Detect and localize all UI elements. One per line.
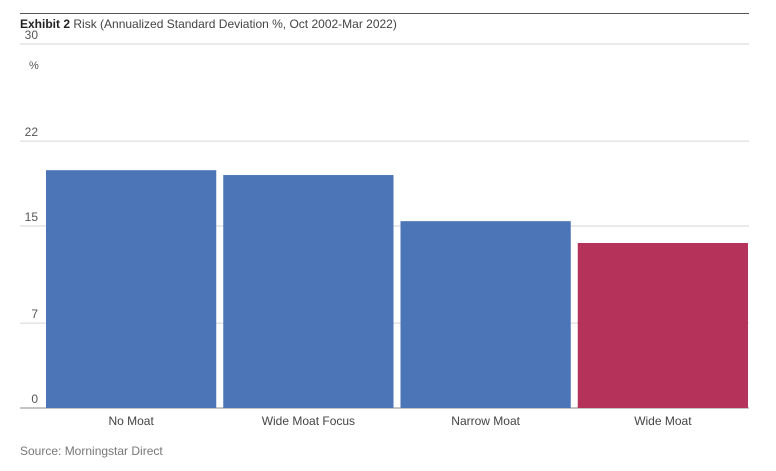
bar-narrow-moat <box>400 221 571 408</box>
x-category-label: Wide Moat <box>634 414 692 428</box>
x-category-label: No Moat <box>108 414 154 428</box>
bar-no-moat <box>46 170 217 408</box>
bar-wide-moat <box>577 242 748 408</box>
bar-wide-moat-focus <box>223 175 394 408</box>
exhibit-label: Exhibit 2 <box>20 17 71 31</box>
x-category-labels: No Moat Wide Moat Focus Narrow Moat Wide Mo… <box>108 414 692 428</box>
y-tick-label: 7 <box>31 307 38 321</box>
y-tick-label: 30 <box>25 28 39 42</box>
bars <box>46 170 748 408</box>
top-rule <box>20 13 749 14</box>
x-category-label: Narrow Moat <box>451 414 520 428</box>
y-tick-label: 0 <box>31 392 38 406</box>
x-category-label: Wide Moat Focus <box>262 414 355 428</box>
y-axis-unit: % <box>29 60 39 72</box>
source-note: Source: Morningstar Direct <box>20 444 163 458</box>
y-tick-label: 15 <box>25 210 39 224</box>
y-tick-label: 22 <box>25 125 39 139</box>
chart-title: Risk (Annualized Standard Deviation %, O… <box>73 17 397 31</box>
y-tick-labels: 0 7 15 22 30 <box>25 28 39 406</box>
chart-header: Exhibit 2 Risk (Annualized Standard Devi… <box>20 17 397 31</box>
